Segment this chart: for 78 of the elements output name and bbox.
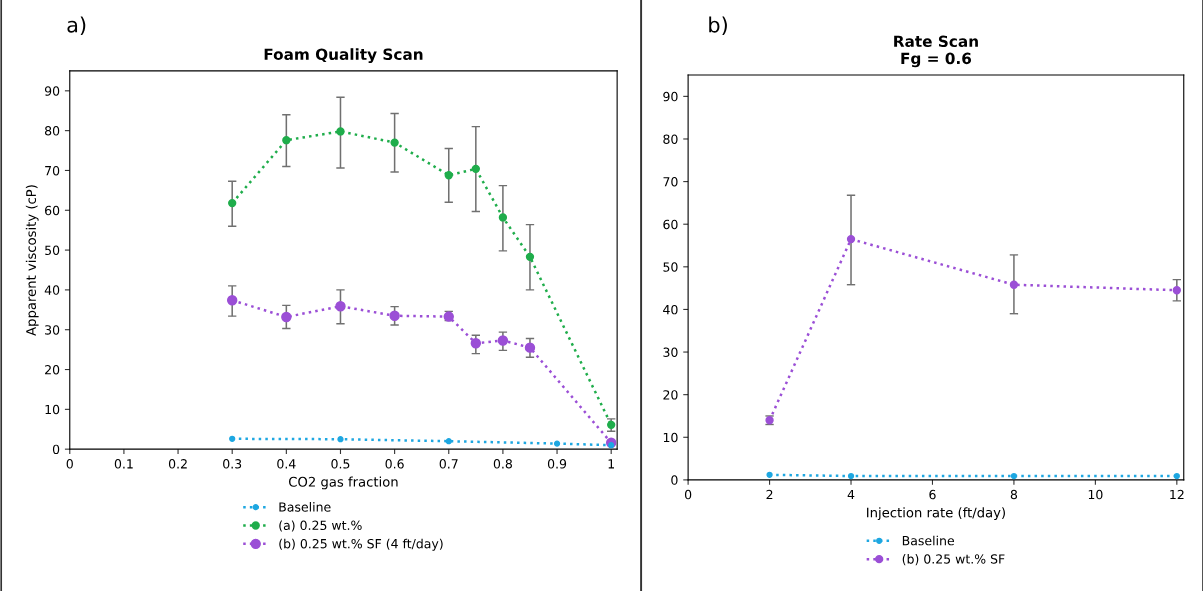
x-tick-label: 1 [608,459,615,469]
x-tick-label: 0 [684,489,692,500]
point [1172,286,1181,295]
point [608,442,615,449]
point [524,342,536,353]
y-axis-title: Apparent viscosity (cP) [25,185,39,336]
point [444,171,453,180]
point [337,436,344,443]
legend-label: (b) 0.25 wt.% SF (4 ft/day) [279,538,443,551]
chart-title: Foam Quality Scan [264,48,423,64]
legend-label: Baseline [279,502,331,512]
x-tick-label: 0.5 [331,459,350,469]
y-tick-label: 90 [663,91,678,102]
x-tick-label: 0.2 [168,459,187,469]
x-tick-label: 6 [929,489,936,500]
x-tick-label: 0.8 [493,459,512,469]
x-tick-label: 0.3 [223,459,242,469]
legend-label: (b) 0.25 wt.% SF [902,554,1005,566]
point [498,213,508,222]
point [470,338,482,349]
point [389,310,400,321]
point [226,295,238,306]
x-tick-label: 0.9 [547,459,567,469]
y-tick-label: 90 [44,86,60,96]
y-tick-label: 30 [45,325,60,335]
y-tick-label: 0 [671,475,678,485]
y-tick-label: 0 [52,444,60,455]
y-tick-label: 80 [44,126,60,136]
x-tick-label: 8 [1010,489,1018,500]
x-tick-label: 0.1 [114,459,133,469]
legend-label: (a) 0.25 wt.% [279,520,362,532]
point [336,127,345,136]
legend-label: Baseline [902,535,954,546]
y-tick-label: 30 [663,347,678,357]
y-tick-label: 40 [44,285,60,295]
text: b) [709,16,727,36]
point [281,311,292,323]
point [335,301,346,312]
x-tick-label: 2 [766,489,773,500]
point [390,138,399,147]
y-tick-label: 10 [45,404,60,415]
x-tick-label: 10 [1088,489,1103,500]
y-tick-label: 10 [663,432,678,443]
chart-title: Rate Scan [894,35,978,48]
point [553,440,561,447]
point [471,164,480,174]
x-tick-label: 12 [1170,489,1184,500]
x-tick-label: 0.7 [439,459,458,469]
point [847,472,855,480]
y-tick-label: 40 [663,304,678,315]
point [445,438,452,445]
y-tick-label: 60 [45,205,60,216]
chart-subtitle: Fg = 0.6 [901,52,972,68]
x-tick-label: 4 [847,490,855,500]
point [525,252,535,262]
y-tick-label: 20 [663,390,678,400]
x-axis-title: Injection rate (ft/day) [867,507,1005,521]
y-tick-label: 20 [45,365,60,375]
point [1009,280,1019,289]
x-tick-label: 0.6 [385,459,404,469]
y-tick-label: 60 [663,219,678,230]
y-tick-label: 70 [45,165,60,176]
y-tick-label: 70 [663,177,678,187]
y-tick-label: 80 [663,134,678,144]
x-tick-label: 0 [66,459,73,469]
point [846,234,856,244]
x-axis-title: CO2 gas fraction [289,476,398,490]
point [766,471,773,478]
point [1010,472,1018,480]
point [1173,472,1180,480]
point [282,136,291,145]
y-tick-label: 50 [45,245,60,256]
point [228,198,237,208]
x-tick-label: 0.4 [277,459,296,469]
point [229,435,236,442]
text: a) [67,16,86,36]
point [497,335,509,346]
y-tick-label: 50 [663,262,678,272]
